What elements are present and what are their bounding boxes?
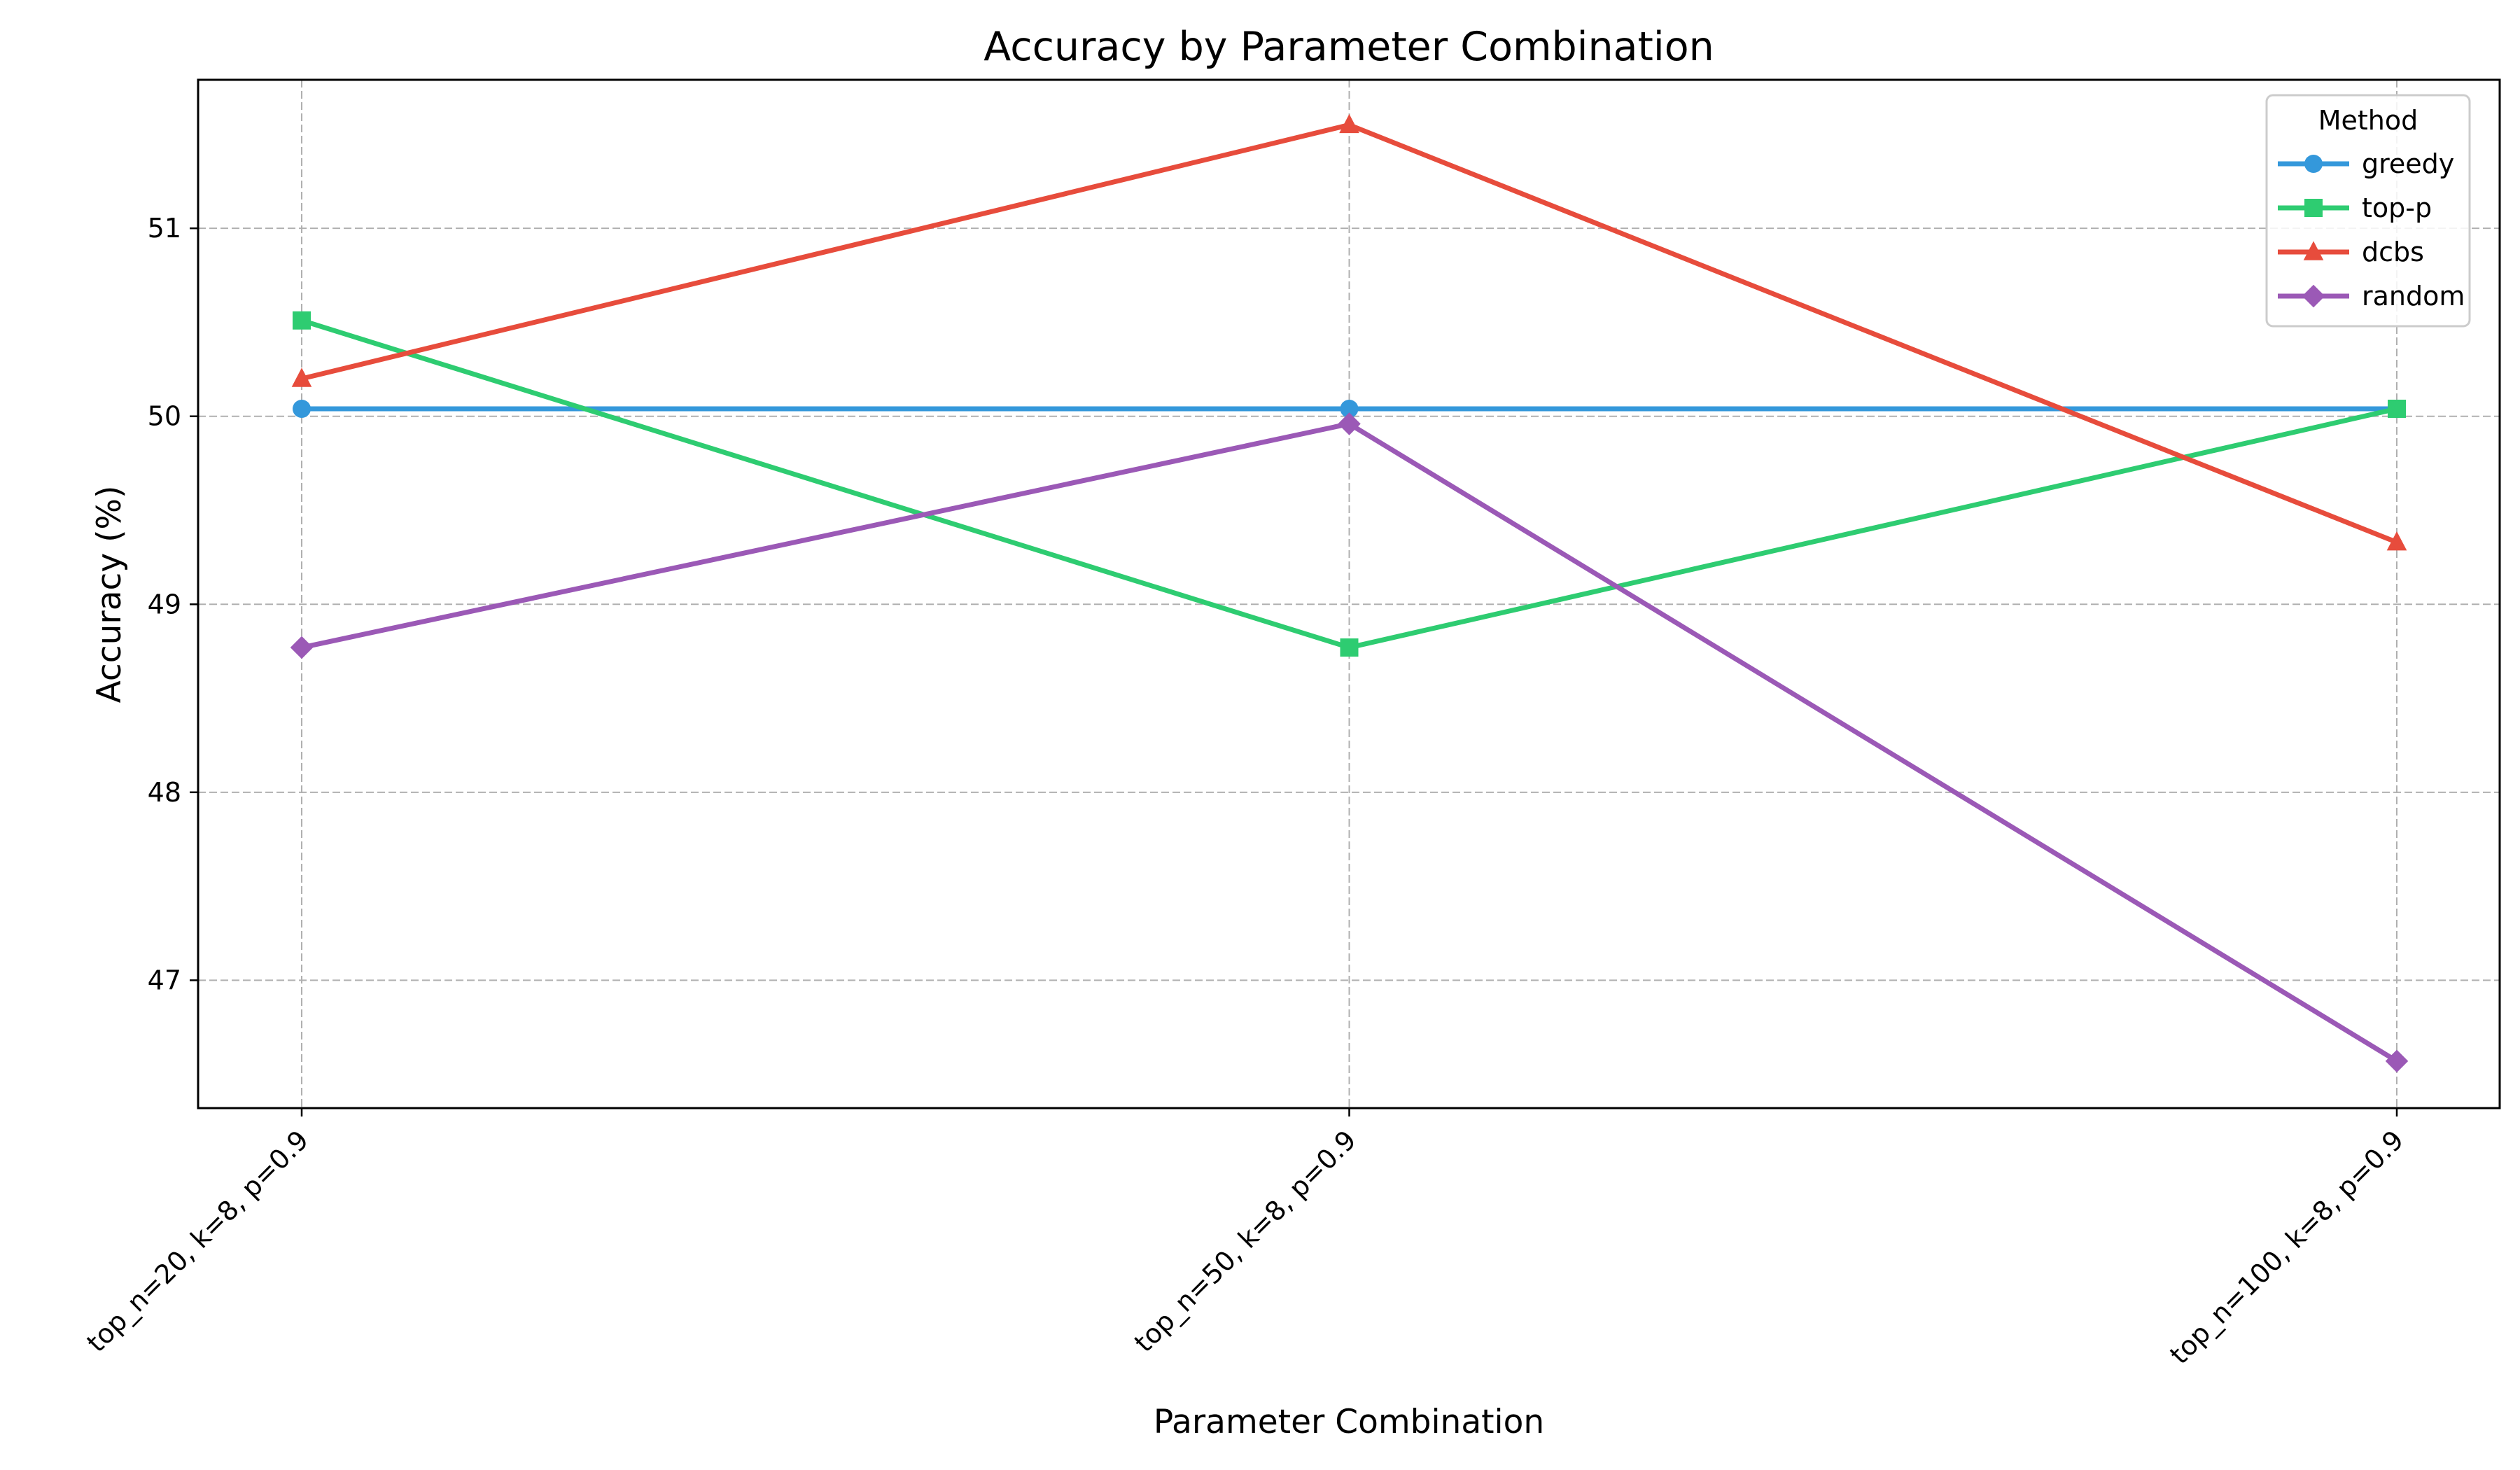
data-point-top-p — [293, 311, 311, 330]
chart-title: Accuracy by Parameter Combination — [983, 24, 1714, 70]
legend-label-top-p: top-p — [2362, 192, 2432, 223]
data-point-dcbs — [2386, 531, 2407, 551]
y-tick-label: 47 — [148, 965, 181, 995]
series-dcbs — [291, 113, 2407, 551]
data-point-dcbs — [1339, 113, 1359, 134]
y-tick-label: 49 — [148, 589, 181, 620]
series-lines — [290, 113, 2409, 1073]
data-point-random — [2385, 1049, 2409, 1073]
series-random — [290, 412, 2409, 1073]
y-tick-label: 48 — [148, 777, 181, 808]
legend-marker-top-p — [2304, 199, 2323, 217]
y-tick-label: 51 — [148, 213, 181, 244]
legend-item-greedy: greedy — [2278, 148, 2454, 179]
series-top-p — [293, 311, 2406, 657]
grid-lines — [198, 80, 2500, 1108]
y-tick-label: 50 — [148, 401, 181, 432]
legend-item-random: random — [2278, 281, 2465, 312]
data-point-top-p — [2388, 399, 2406, 418]
legend-title: Method — [2318, 105, 2418, 136]
x-axis-label: Parameter Combination — [1154, 1403, 1544, 1441]
legend-label-greedy: greedy — [2362, 148, 2454, 179]
legend-label-random: random — [2362, 281, 2465, 312]
data-point-greedy — [293, 399, 311, 418]
data-point-random — [290, 636, 314, 659]
legend-item-top-p: top-p — [2278, 192, 2432, 223]
legend-marker-greedy — [2304, 155, 2323, 173]
legend-marker-dcbs — [2303, 241, 2324, 260]
legend-items: greedy top-p dcbs random — [2278, 148, 2465, 312]
data-point-top-p — [1340, 638, 1359, 657]
data-point-dcbs — [291, 368, 312, 387]
data-point-greedy — [1340, 399, 1359, 418]
legend-item-dcbs: dcbs — [2278, 237, 2424, 267]
legend-box — [2265, 94, 2471, 328]
legend-label-dcbs: dcbs — [2362, 237, 2424, 267]
data-point-random — [1338, 412, 1361, 435]
y-axis-label: Accuracy (%) — [90, 486, 129, 704]
legend-marker-random — [2302, 284, 2325, 308]
legend: Method greedy top-p dcbs random — [2265, 94, 2471, 328]
